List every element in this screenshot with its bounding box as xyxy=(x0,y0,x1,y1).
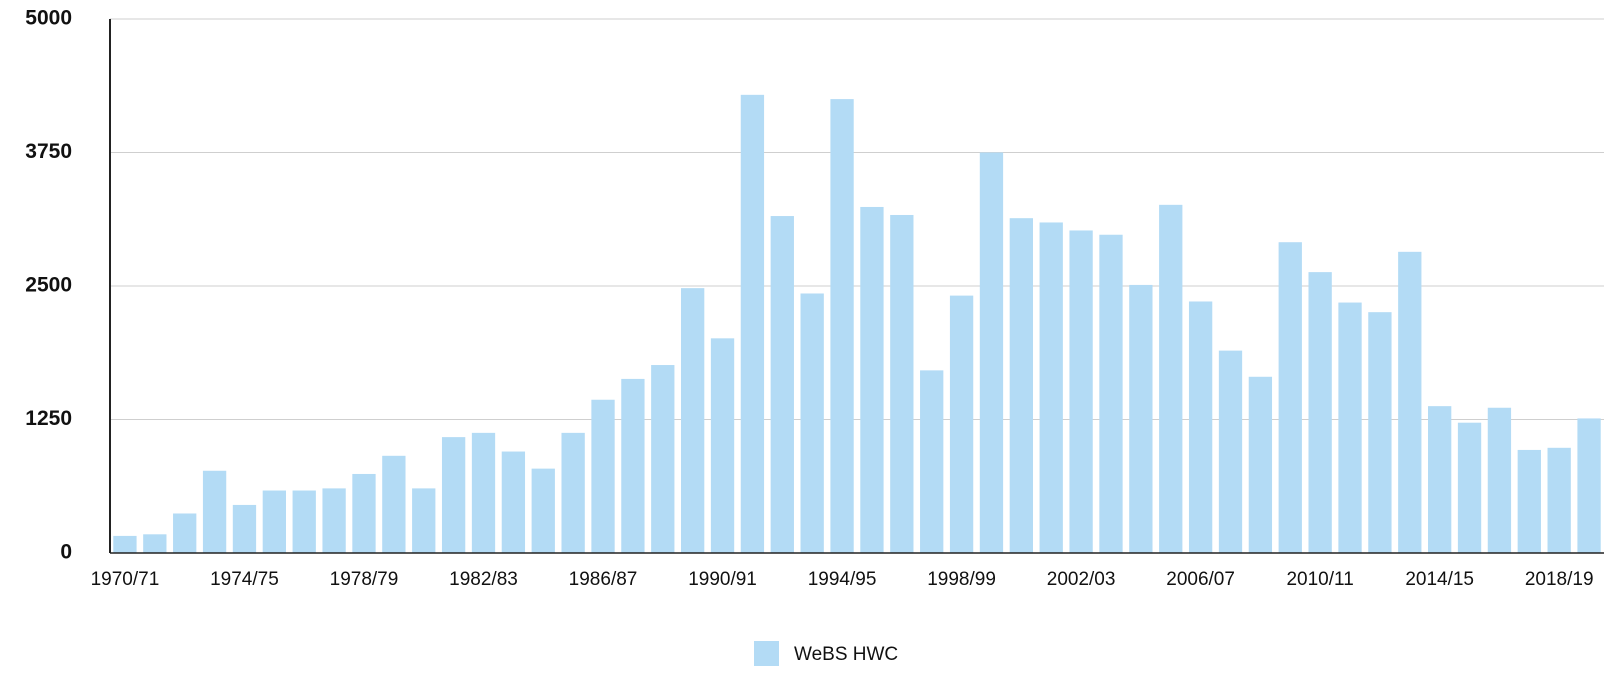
bar xyxy=(890,214,914,553)
bar xyxy=(1039,222,1063,554)
bar xyxy=(1009,218,1033,553)
bar xyxy=(322,488,346,553)
x-tick-label: 1986/87 xyxy=(569,569,638,590)
bar xyxy=(113,535,137,553)
bar xyxy=(471,432,496,553)
bar xyxy=(1547,447,1571,553)
bar xyxy=(1308,272,1332,553)
bar xyxy=(202,470,227,553)
bar xyxy=(1159,204,1183,553)
bar xyxy=(681,288,705,553)
x-tick-label: 1982/83 xyxy=(449,569,518,590)
x-tick-label: 2014/15 xyxy=(1405,569,1474,590)
bar xyxy=(1218,350,1243,553)
bar xyxy=(382,455,406,553)
bar xyxy=(621,378,645,553)
y-tick-label: 3750 xyxy=(25,140,72,163)
x-tick-label: 2002/03 xyxy=(1047,569,1116,590)
y-tick-label: 2500 xyxy=(25,274,72,297)
bar xyxy=(949,295,974,553)
bar xyxy=(651,365,675,553)
bar xyxy=(143,534,167,553)
bar xyxy=(412,488,436,553)
bar xyxy=(1338,302,1362,553)
bar xyxy=(1099,234,1123,553)
bar xyxy=(860,206,884,553)
bar xyxy=(830,99,854,553)
bar xyxy=(561,432,585,553)
legend-label: WeBS HWC xyxy=(794,644,898,665)
bar xyxy=(501,451,526,553)
bar xyxy=(1368,312,1392,553)
bar xyxy=(1069,230,1093,554)
x-tick-label: 2006/07 xyxy=(1166,569,1235,590)
bar xyxy=(591,399,615,553)
x-tick-label: 1978/79 xyxy=(330,569,399,590)
legend-swatch xyxy=(754,641,779,666)
bar xyxy=(979,152,1004,553)
bar xyxy=(292,490,316,553)
bar xyxy=(1487,407,1512,553)
bar xyxy=(920,370,944,553)
bar xyxy=(262,490,286,553)
bar xyxy=(1188,301,1213,553)
bar xyxy=(1248,376,1273,553)
bar xyxy=(740,94,765,553)
x-tick-label: 2018/19 xyxy=(1525,569,1594,590)
bar xyxy=(531,468,555,553)
bar xyxy=(1398,251,1422,553)
y-tick-label: 0 xyxy=(60,541,72,564)
bar xyxy=(352,473,376,553)
y-tick-label: 1250 xyxy=(25,407,72,430)
y-tick-label: 5000 xyxy=(25,7,72,30)
bar xyxy=(173,513,197,553)
x-tick-label: 1970/71 xyxy=(91,569,160,590)
x-tick-label: 1990/91 xyxy=(688,569,757,590)
x-tick-label: 1994/95 xyxy=(808,569,877,590)
bar xyxy=(710,338,735,553)
bar xyxy=(1517,449,1541,553)
bar xyxy=(232,504,257,553)
x-tick-label: 2010/11 xyxy=(1286,569,1353,590)
bar xyxy=(1577,418,1601,553)
x-tick-label: 1998/99 xyxy=(927,569,996,590)
bar xyxy=(441,437,466,553)
bar xyxy=(1457,422,1482,553)
bar xyxy=(1428,406,1452,553)
bar xyxy=(1278,242,1302,553)
bar xyxy=(770,216,794,553)
x-tick-label: 1974/75 xyxy=(210,569,279,590)
bar xyxy=(1129,284,1153,553)
bar xyxy=(800,293,824,553)
